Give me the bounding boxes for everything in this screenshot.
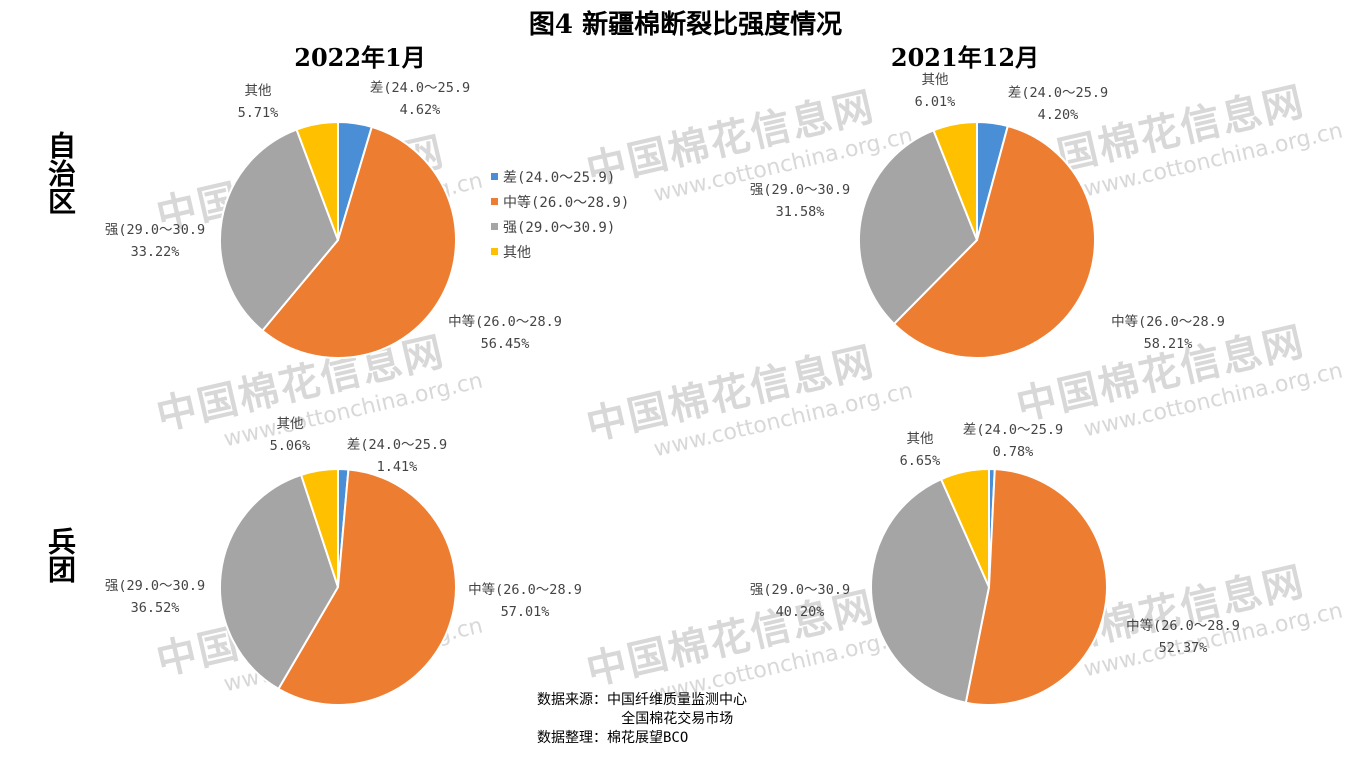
legend-item: 其他 — [503, 245, 531, 261]
legend: 差(24.0～25.9) 中等(26.0～28.9) 强(29.0～30.9) 其他 — [491, 170, 629, 261]
label-poor-value: 0.78% — [993, 444, 1034, 460]
pie-chart-4: 差(24.0～25.9 0.78% 中等(26.0～28.9 52.37% 强(29.0… — [750, 422, 1240, 706]
label-strong-category: 强(29.0～30.9 — [750, 582, 850, 598]
label-other-category: 其他 — [245, 83, 272, 99]
legend-item: 中等(26.0～28.9) — [503, 194, 629, 211]
legend-swatch — [491, 198, 498, 205]
label-poor-category: 差(24.0～25.9 — [347, 437, 447, 453]
pie-chart-2: 差(24.0～25.9 4.20% 中等(26.0～28.9 58.21% 强(29.0… — [750, 72, 1225, 359]
legend-item: 差(24.0～25.9) — [503, 170, 615, 186]
column-title-dec-2021: 2021年12月 — [890, 43, 1040, 72]
label-medium-category: 中等(26.0～28.9 — [468, 581, 582, 598]
pie-chart-1: 差(24.0～25.9 4.62% 中等(26.0～28.9 56.45% 强(29.0… — [105, 80, 562, 359]
slice-strong — [858, 129, 979, 326]
row-label-autonomous-region: 自治区 — [44, 131, 77, 215]
label-medium-value: 56.45% — [481, 336, 530, 352]
label-poor-category: 差(24.0～25.9 — [1008, 85, 1108, 101]
slice-medium — [260, 125, 457, 359]
label-other-value: 6.01% — [915, 94, 956, 110]
label-medium-value: 58.21% — [1144, 336, 1193, 352]
label-strong-category: 强(29.0～30.9 — [105, 222, 205, 238]
legend-swatch — [491, 248, 498, 255]
label-poor-category: 差(24.0～25.9 — [963, 422, 1063, 438]
legend-item: 强(29.0～30.9) — [503, 220, 615, 236]
label-other-value: 6.65% — [900, 453, 941, 469]
slice-other — [299, 467, 339, 588]
label-other-category: 其他 — [907, 431, 934, 447]
legend-swatch — [491, 173, 498, 180]
label-medium-category: 中等(26.0～28.9 — [1111, 313, 1225, 330]
data-source: 数据来源：中国纤维质量监测中心 全国棉花交易市场 数据整理：棉花展望BCO — [537, 691, 747, 748]
label-other-value: 5.06% — [270, 438, 311, 454]
label-other-category: 其他 — [277, 416, 304, 432]
slice-other — [295, 120, 339, 241]
pie-chart-3: 差(24.0～25.9 1.41% 中等(26.0～28.9 57.01% 强(29.0… — [105, 416, 582, 706]
label-medium-value: 52.37% — [1159, 640, 1208, 656]
slice-other — [932, 120, 978, 241]
label-strong-value: 31.58% — [776, 204, 825, 220]
label-medium-category: 中等(26.0～28.9 — [448, 313, 562, 330]
label-poor-value: 4.62% — [400, 102, 441, 118]
label-strong-category: 强(29.0～30.9 — [750, 182, 850, 198]
label-strong-value: 36.52% — [131, 600, 180, 616]
row-label-corps: 兵团 — [44, 527, 77, 583]
source-line-1: 数据来源：中国纤维质量监测中心 — [537, 692, 747, 708]
label-other-value: 5.71% — [238, 105, 279, 121]
slice-other — [939, 467, 990, 588]
source-line-3: 数据整理：棉花展望BCO — [537, 730, 689, 746]
slice-medium — [892, 124, 1096, 359]
slice-medium — [964, 468, 1109, 706]
label-strong-category: 强(29.0～30.9 — [105, 578, 205, 594]
label-medium-category: 中等(26.0～28.9 — [1126, 617, 1240, 634]
label-poor-category: 差(24.0～25.9 — [370, 80, 470, 96]
label-poor-value: 4.20% — [1038, 107, 1079, 123]
source-line-2: 全国棉花交易市场 — [537, 711, 734, 727]
label-strong-value: 40.20% — [776, 604, 825, 620]
slice-strong — [219, 473, 340, 691]
label-strong-value: 33.22% — [131, 244, 180, 260]
slice-medium — [277, 468, 457, 706]
label-other-category: 其他 — [922, 72, 949, 88]
page-title: 图4 新疆棉断裂比强度情况 — [528, 10, 843, 40]
legend-swatch — [491, 223, 498, 230]
label-medium-value: 57.01% — [501, 604, 550, 620]
slice-strong — [219, 128, 340, 332]
slice-strong — [870, 477, 991, 704]
label-poor-value: 1.41% — [377, 459, 418, 475]
column-title-jan-2022: 2022年1月 — [294, 43, 426, 72]
